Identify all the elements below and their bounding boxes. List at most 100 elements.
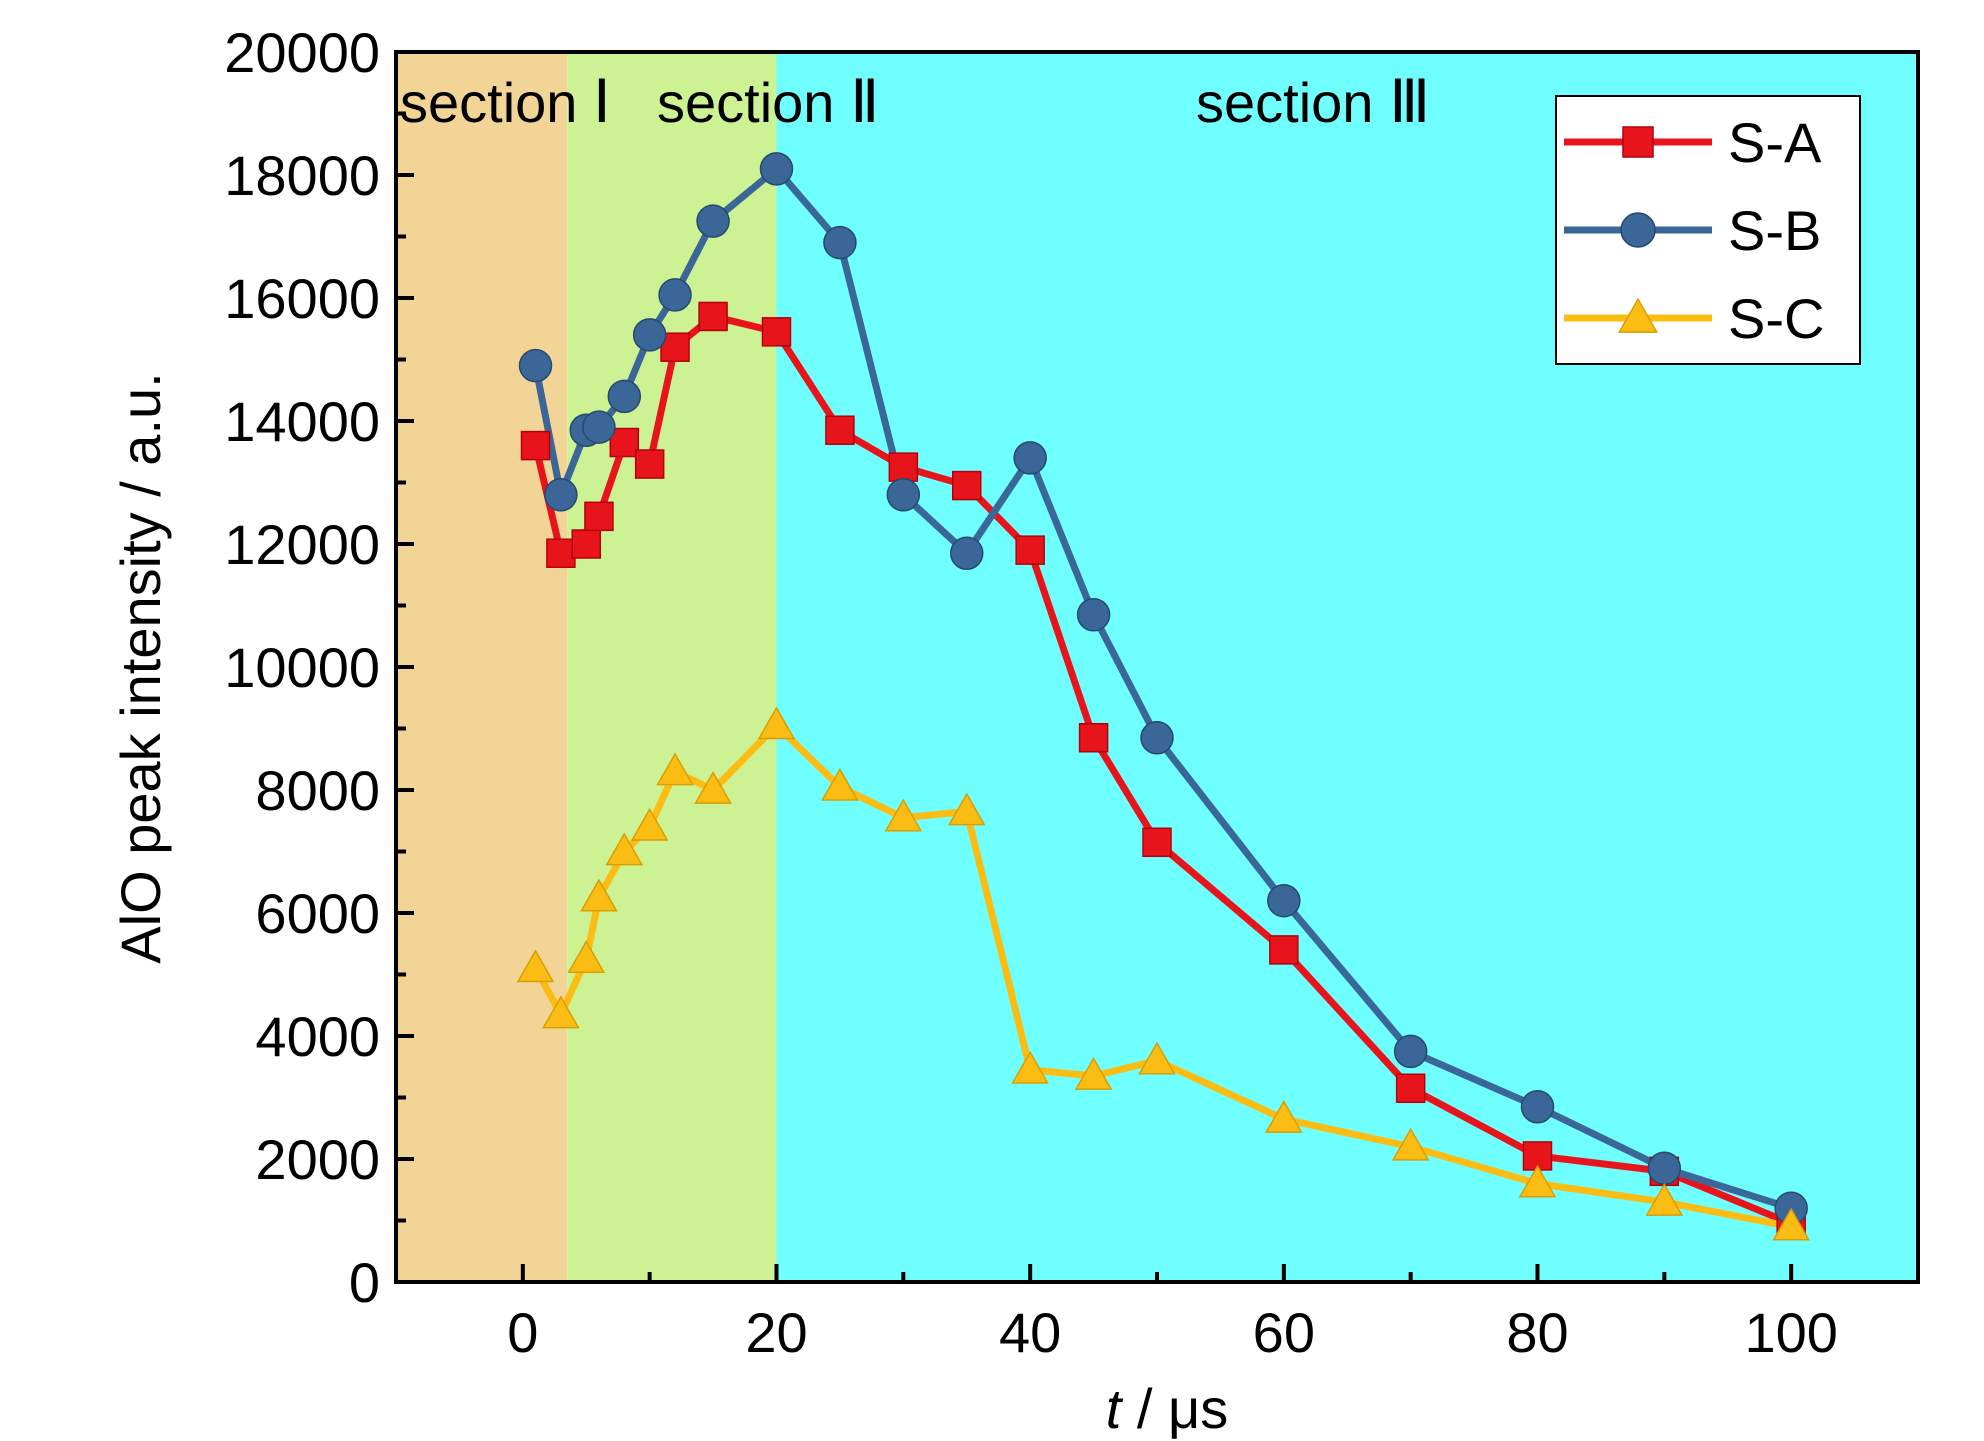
y-tick-label: 0 — [349, 1251, 380, 1314]
y-tick-label: 4000 — [255, 1005, 380, 1068]
data-point — [605, 832, 644, 866]
data-point — [761, 317, 792, 347]
section-label-word: section — [1196, 71, 1389, 134]
y-tick-label: 2000 — [255, 1128, 380, 1191]
legend-label: S-B — [1728, 199, 1821, 262]
data-point — [888, 452, 919, 482]
data-point — [1645, 1183, 1684, 1216]
data-point — [542, 995, 580, 1029]
y-tick-label: 8000 — [255, 759, 380, 822]
data-point — [1015, 535, 1045, 565]
series-markers-S-C — [516, 706, 1810, 1241]
x-tick-label: 20 — [745, 1301, 807, 1364]
data-point — [544, 478, 578, 512]
y-tick-label: 20000 — [224, 21, 380, 84]
legend-label: S-C — [1728, 287, 1824, 350]
legend: S-A S-B S-C — [1555, 95, 1861, 365]
section-region-1 — [396, 52, 568, 1282]
section-label-2: section Ⅱ — [657, 69, 880, 135]
data-point — [1265, 1100, 1303, 1133]
data-point — [1074, 1056, 1113, 1090]
data-point — [516, 949, 555, 983]
y-tick-label: 18000 — [224, 144, 380, 207]
data-point — [757, 706, 796, 740]
data-point — [759, 152, 794, 186]
data-point — [518, 348, 553, 383]
data-point — [580, 878, 618, 912]
data-point — [1269, 935, 1299, 965]
data-point — [1391, 1127, 1430, 1161]
data-point — [609, 427, 640, 458]
data-point — [823, 225, 857, 260]
data-point — [1393, 1034, 1428, 1069]
data-point — [1076, 597, 1111, 632]
data-point — [698, 301, 728, 332]
y-tick-label: 6000 — [255, 882, 380, 945]
legend-marker — [1622, 126, 1654, 158]
section-label-word: section — [657, 71, 850, 134]
data-point — [1647, 1151, 1682, 1185]
data-point — [1142, 827, 1172, 858]
section-label-numeral: Ⅰ — [593, 69, 611, 135]
section-label-3: section Ⅲ — [1196, 69, 1430, 135]
x-axis-title-unit: / μs — [1121, 1377, 1228, 1440]
series-markers-S-B — [518, 152, 1808, 1225]
legend-label: S-A — [1728, 111, 1822, 174]
x-tick-label: 100 — [1744, 1301, 1837, 1364]
data-point — [520, 430, 551, 461]
x-tick-label: 0 — [507, 1301, 538, 1364]
section-regions — [396, 52, 1918, 1282]
data-point — [1395, 1073, 1426, 1104]
data-point — [694, 770, 732, 804]
data-point — [1138, 1041, 1176, 1075]
legend-marker — [1617, 297, 1659, 333]
section-label-word: section — [400, 71, 593, 134]
data-point — [1267, 883, 1301, 918]
data-point — [632, 318, 667, 352]
data-point — [1013, 441, 1047, 475]
section-label-1: section Ⅰ — [400, 69, 611, 135]
y-tick-label: 12000 — [224, 513, 380, 576]
data-point — [1140, 720, 1174, 755]
data-point — [607, 379, 642, 414]
data-point — [584, 501, 614, 532]
data-point — [567, 940, 606, 973]
data-point — [1772, 1207, 1810, 1241]
data-point — [884, 798, 923, 832]
section-label-numeral: Ⅲ — [1389, 69, 1430, 135]
series-markers — [516, 152, 1810, 1241]
y-axis-title: AlO peak intensity / a.u. — [109, 372, 172, 963]
series-markers-S-A — [520, 301, 1806, 1239]
x-axis-title-symbol: t — [1106, 1377, 1124, 1440]
data-point — [658, 278, 692, 312]
data-point — [1078, 722, 1109, 753]
data-point — [1011, 1050, 1049, 1084]
y-tick-label: 10000 — [224, 636, 380, 699]
data-point — [656, 752, 694, 786]
data-point — [634, 449, 665, 479]
y-tick-label: 16000 — [224, 267, 380, 330]
data-point — [696, 204, 730, 238]
data-point — [825, 415, 855, 445]
data-point — [950, 536, 984, 570]
x-axis: 0 20 40 60 80 100 — [507, 1264, 1838, 1364]
data-point — [886, 478, 921, 512]
data-point — [1518, 1164, 1557, 1198]
y-tick-label: 14000 — [224, 390, 380, 453]
y-axis: 0 2000 4000 6000 8000 10000 12000 14000 16000 180… — [224, 21, 414, 1314]
x-tick-label: 40 — [999, 1301, 1061, 1364]
x-axis-title: t / μs — [1106, 1377, 1229, 1440]
data-point — [630, 807, 669, 841]
data-point — [546, 538, 576, 568]
section-label-numeral: Ⅱ — [850, 69, 880, 135]
data-point — [582, 410, 616, 444]
data-point — [571, 529, 601, 559]
data-point — [952, 470, 982, 501]
data-point — [947, 792, 986, 826]
data-point — [1520, 1089, 1555, 1124]
x-tick-label: 80 — [1506, 1301, 1568, 1364]
section-region-2 — [567, 52, 777, 1282]
legend-marker — [1620, 212, 1656, 248]
